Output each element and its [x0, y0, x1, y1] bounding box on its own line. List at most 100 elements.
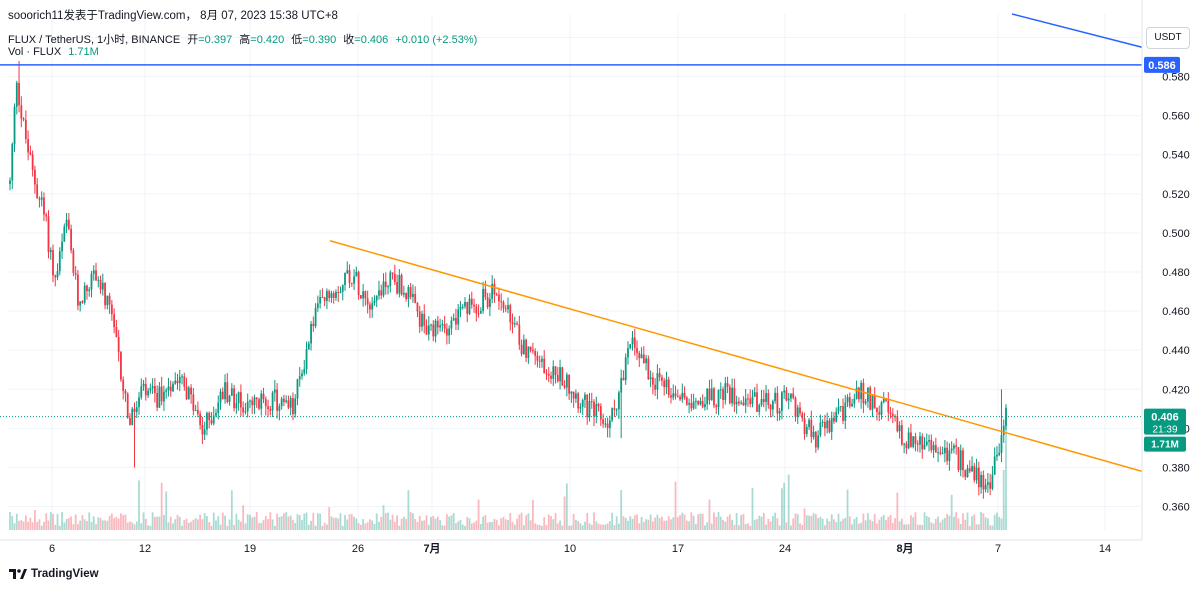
candle-body: [910, 432, 912, 447]
candle-body: [498, 294, 500, 302]
candle-body: [344, 273, 346, 286]
candle-body: [794, 397, 797, 417]
candle-body: [907, 432, 910, 449]
candle-body: [826, 420, 829, 429]
volume-bar: [860, 522, 863, 530]
volume-bar: [99, 517, 102, 530]
volume-bar: [432, 516, 435, 530]
candle-body: [622, 377, 625, 381]
volume-bar: [665, 520, 668, 530]
candle-body: [989, 482, 992, 489]
volume-bar: [690, 512, 693, 530]
candle-body: [378, 290, 380, 296]
candle-body: [572, 391, 575, 399]
volume-bar: [697, 514, 700, 530]
volume-bar: [421, 520, 423, 530]
volume-bar: [233, 525, 235, 530]
volume-bar: [326, 524, 328, 530]
volume-bar: [219, 524, 222, 530]
volume-bar: [321, 525, 324, 530]
candle-body: [258, 399, 260, 409]
candle-body: [473, 304, 475, 307]
volume-bar: [235, 513, 238, 530]
candle-body: [81, 301, 84, 303]
volume-bar: [638, 523, 641, 530]
symbol-label[interactable]: FLUX / TetherUS, 1小时, BINANCE: [8, 34, 181, 46]
candle-body: [355, 271, 358, 277]
candle-body: [371, 303, 374, 310]
volume-bar: [475, 520, 478, 530]
grid: [8, 14, 1140, 530]
candle-body: [869, 387, 872, 410]
candle-body: [244, 411, 247, 413]
volume-bar: [183, 520, 186, 530]
candle-body: [219, 391, 222, 403]
volume-bar: [237, 519, 240, 530]
volume-label[interactable]: Vol · FLUX: [8, 46, 62, 58]
candle-body: [753, 392, 756, 397]
candle-body: [556, 375, 559, 382]
candle-body: [298, 376, 301, 380]
volume-bar: [561, 525, 564, 530]
volume-bar: [106, 520, 109, 530]
volume-bar: [923, 512, 926, 530]
candle-body: [144, 383, 147, 396]
open-value: =0.397: [198, 34, 233, 46]
candle-body: [545, 373, 548, 375]
volume-bar: [873, 514, 876, 530]
currency-button[interactable]: USDT: [1146, 27, 1190, 49]
candle-body: [633, 337, 636, 348]
volume-bar: [500, 518, 503, 530]
volume-bar: [350, 514, 353, 530]
candle-body: [443, 324, 446, 329]
volume-bar: [131, 522, 134, 530]
candle-body: [251, 400, 254, 406]
candle-body: [525, 339, 528, 358]
volume-bar: [550, 516, 552, 530]
candle-body: [726, 383, 729, 387]
volume-bar: [316, 513, 319, 530]
volume-bar: [319, 513, 322, 530]
volume-bar: [153, 516, 156, 530]
volume-bar: [142, 512, 145, 530]
volume-bar: [133, 524, 136, 530]
candle-body: [357, 271, 360, 296]
candle-body: [839, 406, 842, 408]
volume-bar: [943, 517, 946, 530]
candle-body: [846, 397, 849, 403]
volume-bar: [414, 518, 417, 530]
candle-body: [49, 250, 52, 253]
price-tick-label: 0.520: [1162, 189, 1190, 201]
candle-body: [855, 387, 858, 399]
volume-bar: [63, 522, 66, 530]
tradingview-logo[interactable]: TradingView: [9, 568, 99, 580]
volume-bar: [24, 515, 27, 530]
candle-body: [436, 320, 439, 328]
volume-bar: [362, 519, 365, 530]
candle-body: [871, 395, 874, 410]
candle-body: [568, 374, 571, 394]
price-tick-label: 0.580: [1162, 72, 1190, 84]
volume-bar: [801, 524, 804, 530]
candles[interactable]: [9, 60, 1007, 499]
volume-bar: [258, 523, 260, 530]
volume-bar: [959, 523, 962, 530]
volume-bar: [117, 518, 120, 530]
candle-body: [364, 291, 367, 299]
candle-body: [387, 286, 389, 288]
volume-bar: [541, 525, 543, 530]
volume-bar: [658, 518, 661, 530]
volume-bar: [921, 524, 924, 530]
candle-body: [925, 441, 928, 445]
time-axis[interactable]: 6 12 19 26 7月 10 17 24 8月 7 14: [0, 539, 1142, 555]
candle-body: [488, 298, 491, 307]
candle-body: [221, 391, 224, 400]
volume-bar: [785, 522, 788, 530]
volume-bar: [912, 517, 915, 530]
candle-body: [939, 452, 942, 454]
volume-bar: [81, 515, 84, 530]
candle-body: [47, 216, 50, 253]
price-axis[interactable]: 0.3600.3800.4000.4200.4400.4600.4800.500…: [1141, 0, 1190, 540]
